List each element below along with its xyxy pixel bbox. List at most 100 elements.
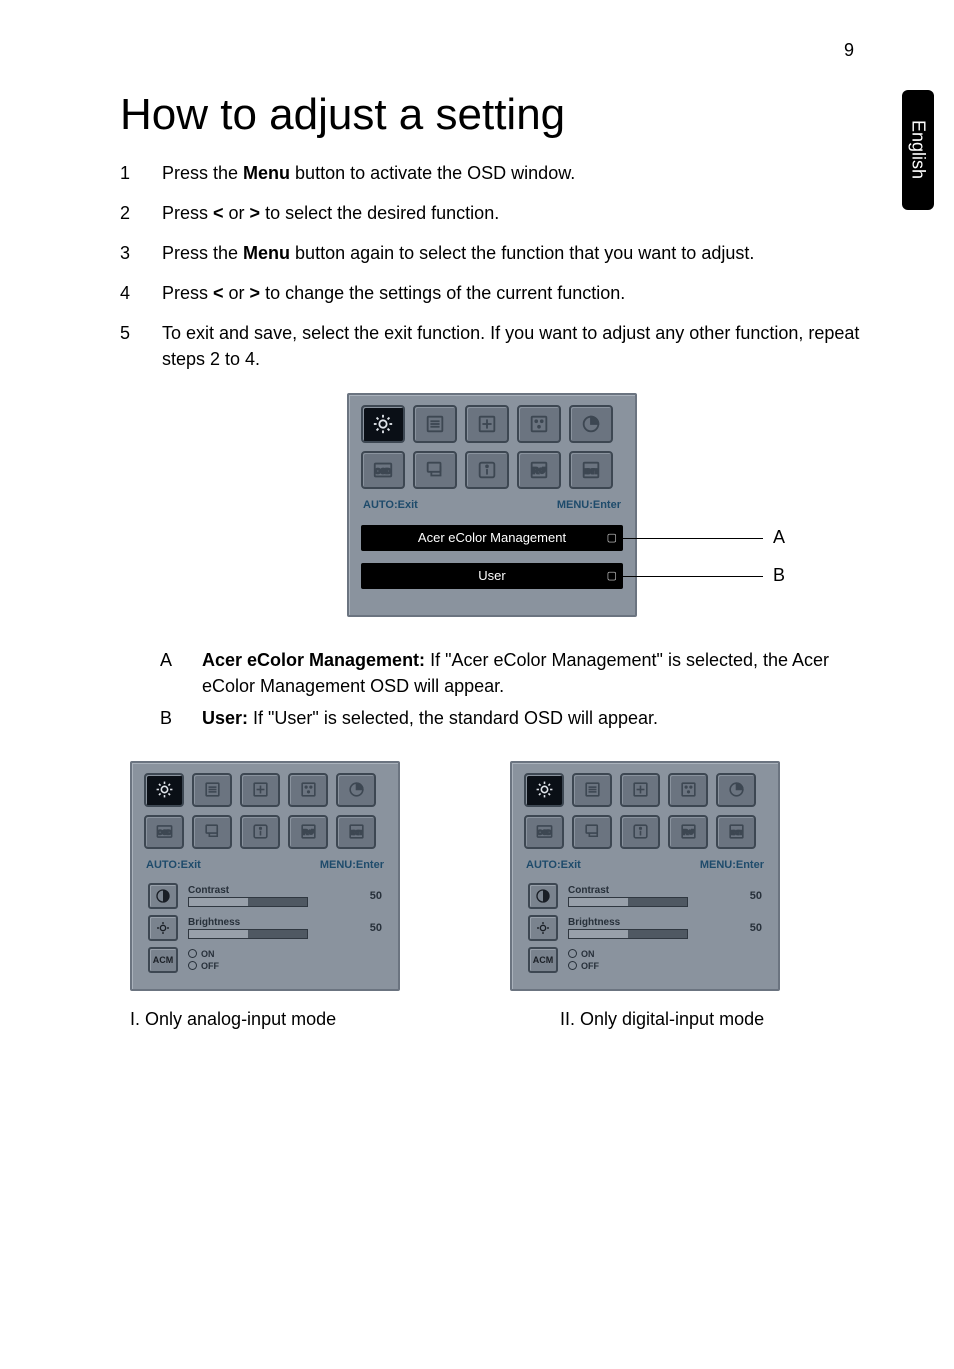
exit-icon[interactable]: EXIT (716, 815, 756, 849)
osd-icon-row-1 (144, 773, 386, 807)
step-item: Press the Menu button again to select th… (120, 240, 864, 266)
step-text: button again to select the function that… (290, 243, 754, 263)
position-icon[interactable] (465, 405, 509, 443)
slider-track (568, 897, 688, 907)
input-icon[interactable] (413, 451, 457, 489)
slider-label: Contrast (568, 885, 732, 896)
osd-icon[interactable]: OSD (524, 815, 564, 849)
mode-row-label: User (478, 568, 505, 583)
info-icon[interactable] (620, 815, 660, 849)
brightness-icon[interactable] (361, 405, 405, 443)
slider-area: Contrast 50 Brightness 50 ACM ON OFF (144, 881, 386, 975)
ecolor-icon[interactable] (569, 405, 613, 443)
mode-row-user[interactable]: User ▢ B (361, 563, 623, 589)
acm-toggle[interactable]: ACM ON OFF (148, 947, 382, 973)
osd-icon-row-2: OSD R↺ EXIT (524, 815, 766, 849)
brightness-icon (148, 915, 178, 941)
osd-main-figure: OSD R↺ EXIT AUTO:Exit MENU:Enter (120, 393, 864, 617)
color-icon[interactable] (668, 773, 708, 807)
slider-label: Brightness (568, 917, 732, 928)
step-text: To exit and save, select the exit functi… (162, 323, 859, 369)
ecolor-icon[interactable] (336, 773, 376, 807)
step-text: Press (162, 283, 213, 303)
callout-bold: User: (202, 708, 248, 728)
menu-enter-label: MENU:Enter (320, 859, 384, 871)
acm-off: OFF (201, 961, 219, 971)
menu-enter-label: MENU:Enter (557, 499, 621, 511)
page-number: 9 (844, 40, 854, 61)
step-text: or (224, 203, 250, 223)
acm-toggle[interactable]: ACM ON OFF (528, 947, 762, 973)
list-icon[interactable] (192, 773, 232, 807)
slider-label: Brightness (188, 917, 352, 928)
step-item: To exit and save, select the exit functi… (120, 320, 864, 372)
position-icon[interactable] (620, 773, 660, 807)
slider-value: 50 (742, 922, 762, 934)
slider-track (188, 897, 308, 907)
slider-value: 50 (742, 890, 762, 902)
reset-icon[interactable]: R↺ (288, 815, 328, 849)
list-icon[interactable] (572, 773, 612, 807)
auto-exit-label: AUTO:Exit (526, 859, 581, 871)
osd-panel-digital: OSD R↺ EXIT AUTO:Exit MENU:Enter Contras… (510, 761, 780, 991)
acm-icon: ACM (148, 947, 178, 973)
acm-icon: ACM (528, 947, 558, 973)
osd-panel: OSD R↺ EXIT AUTO:Exit MENU:Enter (347, 393, 637, 617)
slider-label: Contrast (188, 885, 352, 896)
reset-icon[interactable]: R↺ (517, 451, 561, 489)
osd-footer-labels: AUTO:Exit MENU:Enter (361, 497, 623, 511)
callout-letter: B (160, 705, 202, 731)
slider-area: Contrast 50 Brightness 50 ACM ON OFF (524, 881, 766, 975)
panel-captions: I. Only analog-input mode II. Only digit… (130, 1009, 864, 1030)
caption-digital: II. Only digital-input mode (560, 1009, 764, 1030)
step-text: or (224, 283, 250, 303)
enter-icon: ▢ (607, 531, 617, 544)
svg-text:EXIT: EXIT (730, 831, 743, 837)
position-icon[interactable] (240, 773, 280, 807)
svg-text:R↺: R↺ (682, 829, 693, 837)
exit-icon[interactable]: EXIT (336, 815, 376, 849)
mode-row-label: Acer eColor Management (418, 530, 566, 545)
info-icon[interactable] (240, 815, 280, 849)
caption-analog: I. Only analog-input mode (130, 1009, 410, 1030)
step-item: Press the Menu button to activate the OS… (120, 160, 864, 186)
dual-panels: OSD R↺ EXIT AUTO:Exit MENU:Enter Contras… (130, 761, 864, 991)
input-icon[interactable] (192, 815, 232, 849)
brightness-slider[interactable]: Brightness 50 (148, 915, 382, 941)
svg-text:R↺: R↺ (302, 829, 313, 837)
step-text: Press (162, 203, 213, 223)
slider-value: 50 (362, 890, 382, 902)
reset-icon[interactable]: R↺ (668, 815, 708, 849)
slider-track (568, 929, 688, 939)
brightness-icon[interactable] (524, 773, 564, 807)
list-icon[interactable] (413, 405, 457, 443)
brightness-slider[interactable]: Brightness 50 (528, 915, 762, 941)
slider-value: 50 (362, 922, 382, 934)
mode-row-ecolor[interactable]: Acer eColor Management ▢ A (361, 525, 623, 551)
callout-desc-b: B User: If "User" is selected, the stand… (160, 705, 864, 731)
osd-icon-row-1 (361, 405, 623, 443)
callout-desc-a: A Acer eColor Management: If "Acer eColo… (160, 647, 864, 699)
ecolor-icon[interactable] (716, 773, 756, 807)
svg-text:OSD: OSD (157, 830, 171, 837)
acm-on: ON (581, 949, 595, 959)
contrast-icon (528, 883, 558, 909)
input-icon[interactable] (572, 815, 612, 849)
auto-exit-label: AUTO:Exit (146, 859, 201, 871)
steps-list: Press the Menu button to activate the OS… (120, 160, 864, 373)
step-bold: > (250, 203, 261, 223)
contrast-slider[interactable]: Contrast 50 (148, 883, 382, 909)
step-text: to change the settings of the current fu… (260, 283, 625, 303)
color-icon[interactable] (517, 405, 561, 443)
brightness-icon[interactable] (144, 773, 184, 807)
osd-icon[interactable]: OSD (361, 451, 405, 489)
contrast-slider[interactable]: Contrast 50 (528, 883, 762, 909)
osd-icon[interactable]: OSD (144, 815, 184, 849)
info-icon[interactable] (465, 451, 509, 489)
page-title: How to adjust a setting (120, 90, 864, 140)
menu-enter-label: MENU:Enter (700, 859, 764, 871)
svg-text:EXIT: EXIT (350, 831, 363, 837)
exit-icon[interactable]: EXIT (569, 451, 613, 489)
slider-track (188, 929, 308, 939)
color-icon[interactable] (288, 773, 328, 807)
